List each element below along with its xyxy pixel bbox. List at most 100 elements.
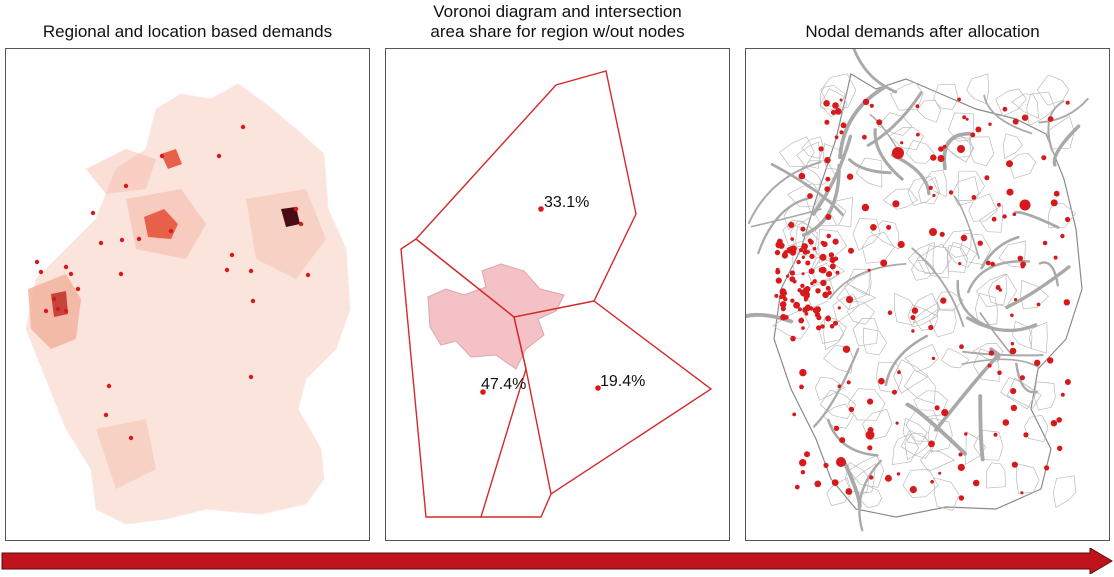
nodal-demand-point bbox=[799, 459, 807, 467]
nodal-demand-point bbox=[1060, 392, 1065, 397]
nodal-demand-point bbox=[867, 398, 874, 405]
region-border bbox=[826, 477, 853, 507]
region-border bbox=[927, 417, 953, 453]
nodal-demand-point bbox=[812, 246, 817, 251]
demand-point bbox=[98, 240, 104, 246]
region-border bbox=[995, 88, 1027, 117]
region-border bbox=[870, 220, 900, 250]
nodal-demand-point bbox=[869, 475, 874, 480]
nodal-demand-point bbox=[958, 452, 963, 457]
nodal-demand-point bbox=[931, 356, 936, 361]
nodal-demand-point bbox=[1011, 461, 1018, 468]
nodal-demand-point bbox=[825, 176, 831, 182]
nodal-demand-point bbox=[1063, 299, 1070, 306]
nodal-demand-point bbox=[789, 270, 795, 276]
nodal-demand-point bbox=[824, 186, 830, 192]
nodal-demand-point bbox=[807, 193, 813, 199]
region-border bbox=[890, 81, 924, 111]
transmission-line bbox=[1015, 362, 1039, 394]
region-border bbox=[852, 218, 881, 251]
nodal-demand-point bbox=[834, 108, 842, 115]
nodal-demand-map bbox=[746, 49, 1089, 532]
nodal-demand-point bbox=[886, 224, 892, 230]
region-border bbox=[844, 271, 870, 302]
nodal-demand-point bbox=[839, 130, 844, 135]
nodal-demand-point bbox=[1065, 100, 1070, 105]
nodal-demand-point bbox=[799, 384, 804, 390]
region-border bbox=[913, 390, 948, 418]
demand-point bbox=[68, 271, 74, 277]
demand-point bbox=[63, 264, 69, 270]
nodal-demand-point bbox=[819, 253, 827, 261]
nodal-demand-point bbox=[780, 314, 787, 321]
nodal-demand-point bbox=[829, 324, 835, 329]
demand-point bbox=[106, 383, 112, 389]
region-border bbox=[900, 429, 935, 459]
voronoi-node bbox=[480, 389, 486, 395]
nodal-demand-point bbox=[993, 432, 998, 437]
nodal-demand-point bbox=[984, 175, 990, 181]
nodal-demand-point bbox=[987, 363, 992, 368]
nodal-demand-point bbox=[835, 270, 840, 275]
nodal-demand-point bbox=[846, 380, 851, 385]
nodal-demand-point bbox=[809, 253, 815, 259]
nodal-demand-point bbox=[818, 146, 824, 152]
nodal-demand-point bbox=[801, 243, 808, 250]
highlight-region bbox=[427, 263, 565, 370]
region-border bbox=[782, 219, 814, 247]
nodal-demand-point bbox=[869, 103, 874, 108]
transmission-line bbox=[1038, 97, 1089, 124]
nodal-demand-point bbox=[884, 474, 892, 482]
nodal-demand-point bbox=[833, 256, 839, 262]
nodal-demand-point bbox=[832, 238, 839, 245]
nodal-demand-point bbox=[825, 315, 831, 322]
nodal-demand-point bbox=[1002, 419, 1010, 426]
nodal-demand-point bbox=[900, 141, 904, 145]
transmission-line bbox=[829, 263, 907, 300]
nodal-demand-point bbox=[823, 462, 829, 468]
demand-point bbox=[216, 153, 222, 159]
region-border bbox=[903, 369, 936, 404]
nodal-demand-point bbox=[801, 272, 805, 276]
nodal-demand-point bbox=[938, 471, 942, 475]
nodal-demand-point bbox=[825, 285, 831, 291]
nodal-demand-point bbox=[1041, 155, 1047, 161]
region-border bbox=[772, 308, 811, 340]
demand-point bbox=[38, 269, 44, 275]
nodal-demand-point bbox=[997, 370, 1002, 376]
nodal-demand-point bbox=[1050, 420, 1058, 427]
nodal-demand-point bbox=[832, 102, 839, 109]
nodal-demand-point bbox=[862, 98, 870, 105]
transmission-line bbox=[848, 158, 892, 175]
nodal-demand-point bbox=[959, 344, 964, 350]
nodal-demand-point bbox=[837, 306, 841, 310]
transmission-line bbox=[942, 131, 972, 171]
demand-point bbox=[240, 124, 246, 130]
nodal-demand-point bbox=[801, 326, 805, 330]
regional-demand-map-panel bbox=[5, 48, 370, 541]
region-border bbox=[1002, 133, 1023, 159]
nodal-demand-point bbox=[804, 312, 809, 316]
demand-point bbox=[293, 206, 299, 212]
nodal-demand-point bbox=[928, 440, 935, 448]
nodal-demand-point bbox=[790, 237, 794, 241]
nodal-demand-point bbox=[861, 203, 870, 212]
region-border bbox=[1020, 279, 1049, 310]
nodal-demand-point bbox=[820, 279, 827, 287]
nodal-demand-point bbox=[915, 104, 920, 109]
nodal-demand-point bbox=[780, 306, 786, 312]
region-border bbox=[973, 429, 1004, 461]
region-border bbox=[863, 327, 888, 356]
nodal-demand-point bbox=[997, 202, 1001, 207]
voronoi-cell-edges bbox=[400, 70, 713, 518]
region-border bbox=[942, 229, 972, 258]
nodal-demand-point bbox=[939, 231, 945, 237]
nodal-demand-point bbox=[788, 221, 795, 228]
nodal-demand-point bbox=[975, 126, 982, 133]
nodal-demand-point bbox=[1047, 357, 1054, 364]
region-border bbox=[1034, 381, 1056, 411]
nodal-demand-point bbox=[970, 132, 976, 138]
transmission-line bbox=[811, 134, 853, 216]
region-border bbox=[820, 73, 857, 108]
nodal-demand-point bbox=[1019, 199, 1031, 211]
